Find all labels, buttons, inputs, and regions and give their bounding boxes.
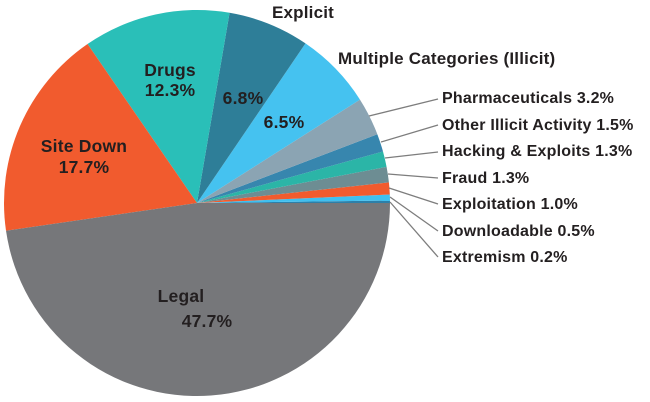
slice-label-drugs-value: 12.3% xyxy=(145,80,196,100)
leader-line-downloadable xyxy=(389,196,439,232)
pie-slice-pharmaceuticals xyxy=(197,99,378,203)
leader-label-extremism: Extremism 0.2% xyxy=(442,249,568,266)
slice-label-explicit: 6.8% xyxy=(223,88,264,108)
slice-label-multiple-categories-illicit: 6.5% xyxy=(264,112,305,132)
leader-line-fraud xyxy=(387,173,439,179)
slice-label-site-down: Site Down xyxy=(41,136,127,156)
leader-line-extremism xyxy=(389,201,439,258)
leader-label-hacking-exploits: Hacking & Exploits 1.3% xyxy=(442,143,632,160)
leader-line-exploitation xyxy=(388,187,439,205)
leader-label-other-illicit-activity: Other Illicit Activity 1.5% xyxy=(442,117,634,134)
pie-slice-downloadable xyxy=(197,194,390,203)
pie-slice-legal xyxy=(6,203,390,397)
leader-label-fraud: Fraud 1.3% xyxy=(442,170,529,187)
pie-slice-exploitation xyxy=(197,182,390,203)
pie-slice-hacking-exploits xyxy=(197,151,387,203)
pie-slice-multiple-categories-illicit xyxy=(197,43,360,204)
slice-label-legal-value: 47.7% xyxy=(182,311,233,331)
leader-line-other-illicit-activity xyxy=(380,124,439,143)
pie-slice-site-down xyxy=(3,44,197,231)
leader-line-hacking-exploits xyxy=(384,151,439,159)
leader-label-exploitation: Exploitation 1.0% xyxy=(442,196,578,213)
leader-label-pharmaceuticals: Pharmaceuticals 3.2% xyxy=(442,90,614,107)
pie-slice-fraud xyxy=(197,166,389,203)
chart-label-multiple-categories-illicit: Multiple Categories (Illicit) xyxy=(338,49,555,68)
leader-label-downloadable: Downloadable 0.5% xyxy=(442,223,595,240)
slice-label-legal: Legal xyxy=(158,286,205,306)
slice-label-drugs: Drugs xyxy=(144,60,196,80)
leader-line-pharmaceuticals xyxy=(368,98,439,117)
pie-slice-drugs xyxy=(87,10,230,204)
chart-label-explicit: Explicit xyxy=(272,3,334,22)
pie-slice-extremism xyxy=(197,200,390,203)
slice-label-site-down-value: 17.7% xyxy=(59,157,110,177)
pie-slice-other-illicit-activity xyxy=(197,134,383,203)
pie-slice-explicit xyxy=(197,12,306,203)
